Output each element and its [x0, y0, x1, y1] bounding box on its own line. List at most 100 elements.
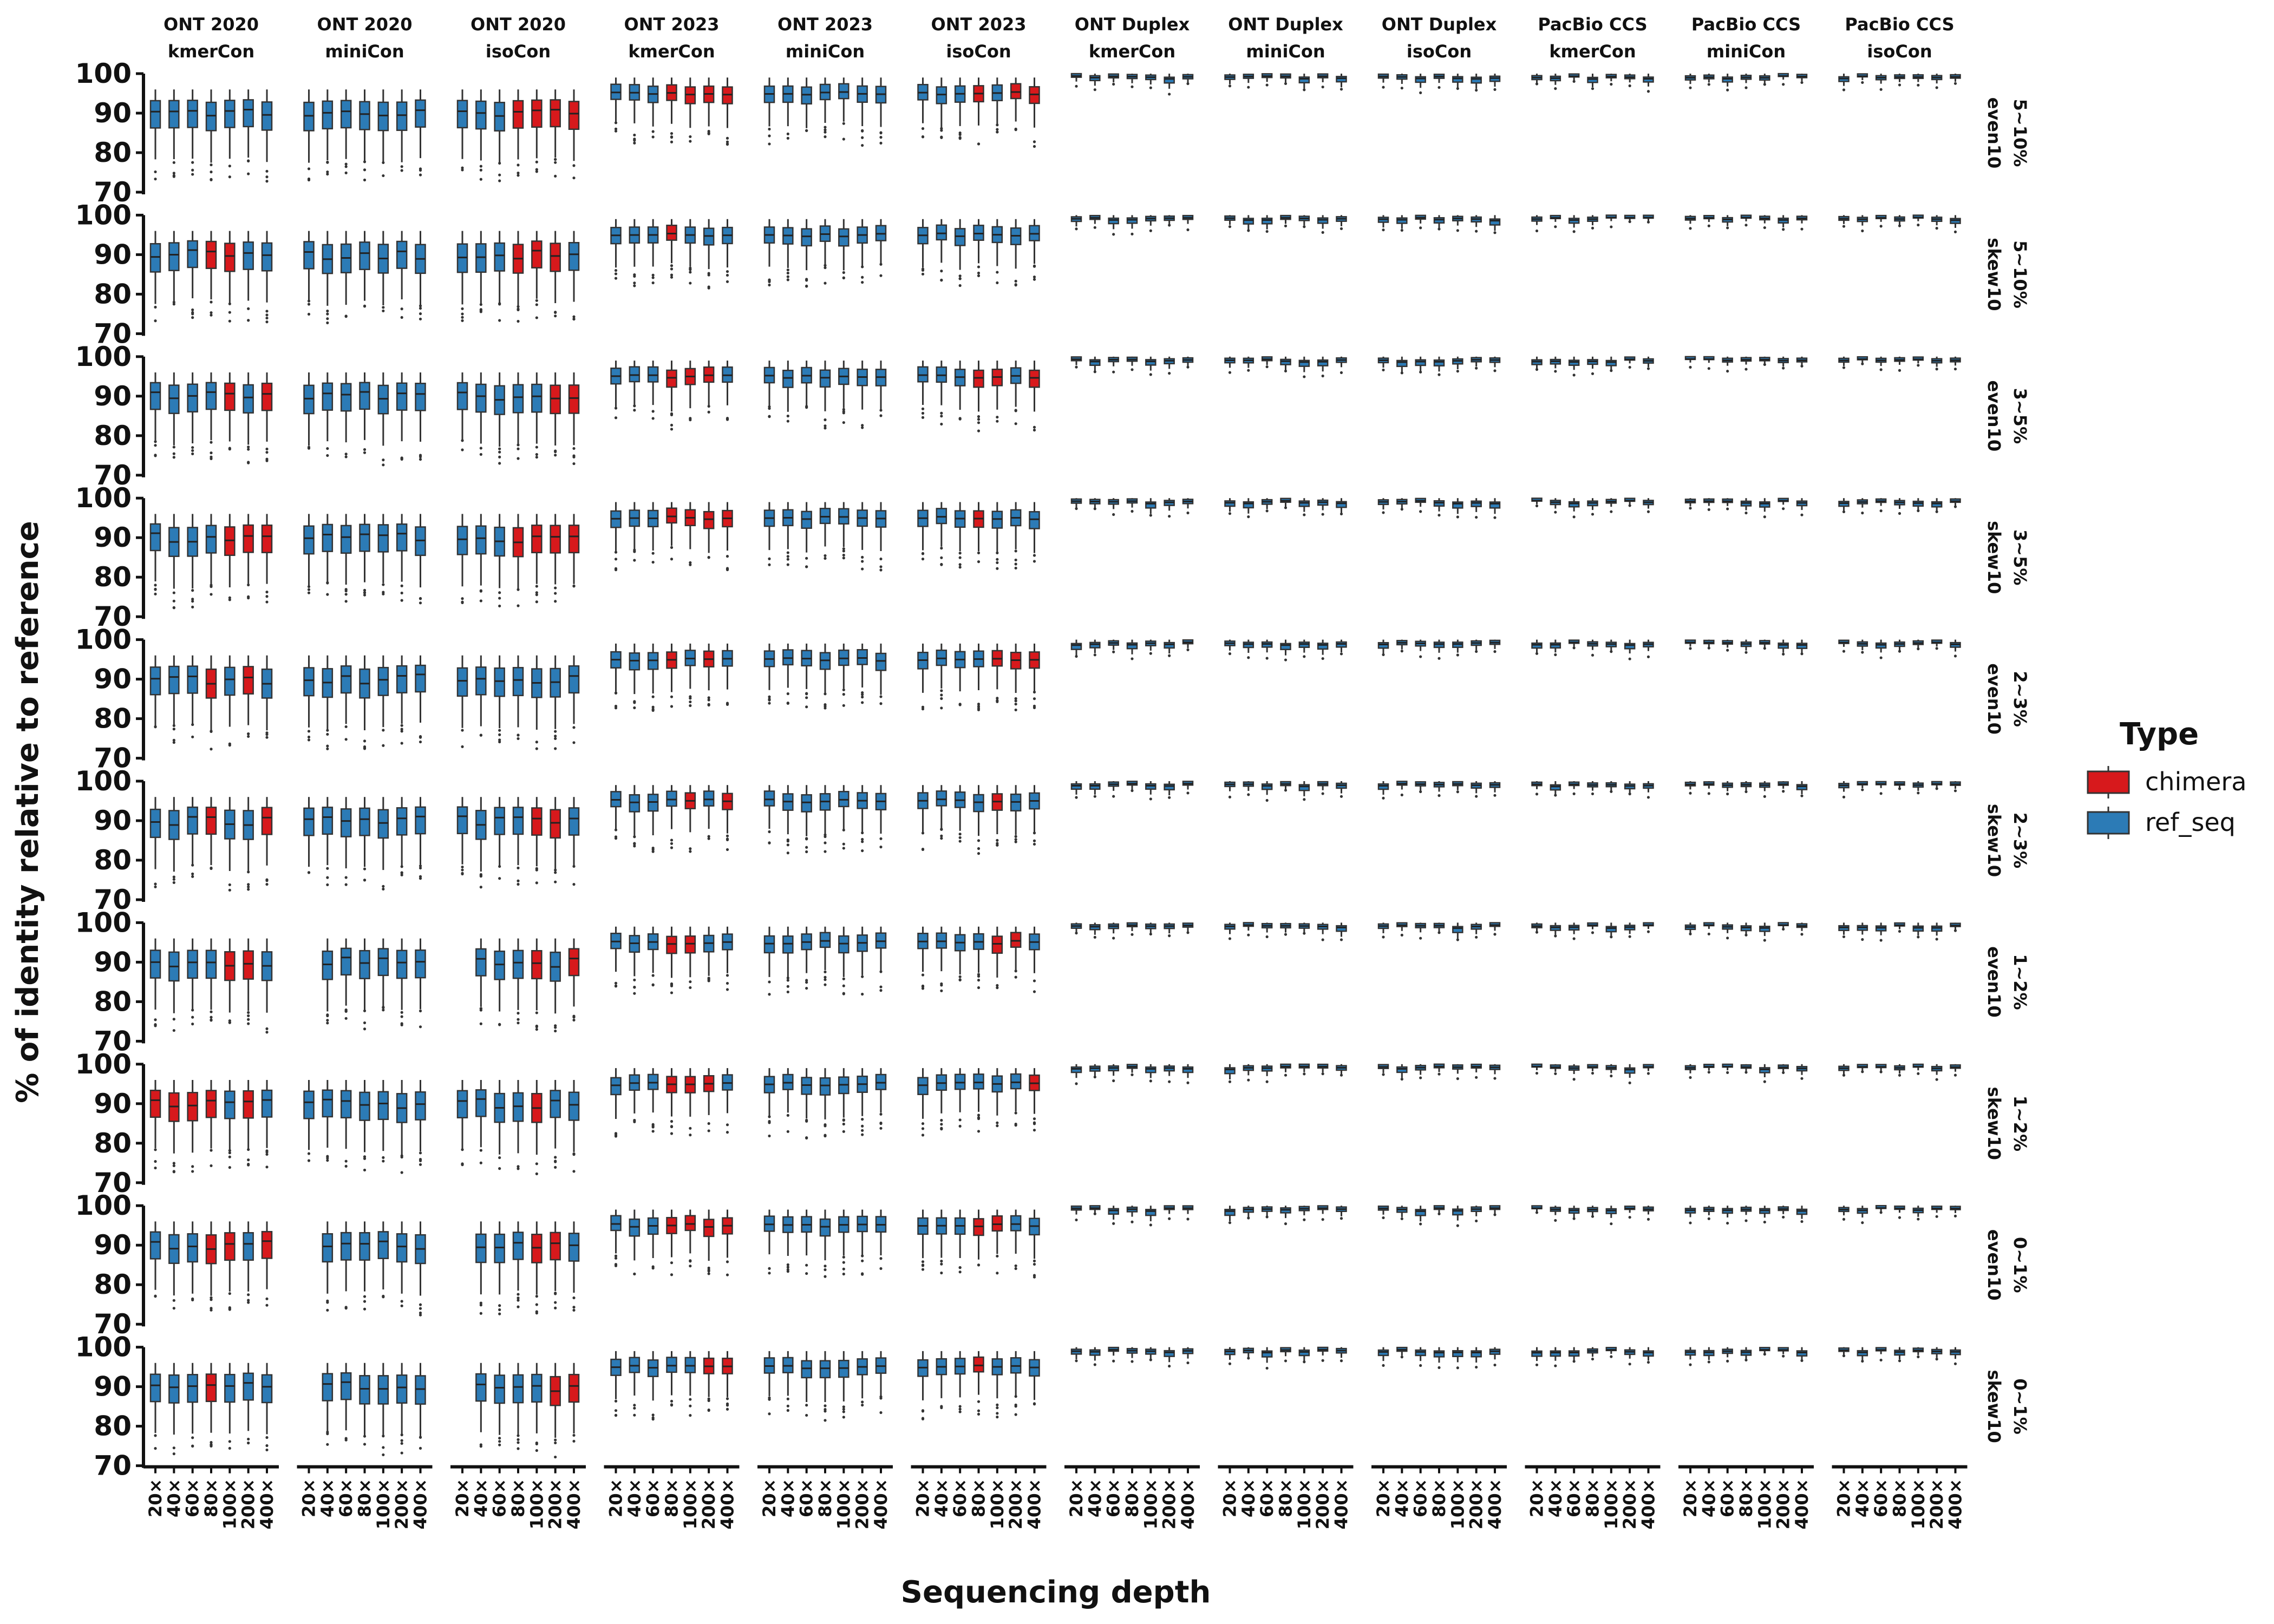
box-chimera	[261, 1221, 273, 1307]
outlier-point	[996, 1272, 999, 1275]
outlier-point	[572, 462, 576, 466]
facet-panel	[1224, 1063, 1347, 1083]
outlier-point	[921, 272, 925, 276]
outlier-point	[344, 876, 348, 879]
outlier-point	[400, 1439, 403, 1442]
box-chimera	[261, 372, 273, 462]
outlier-point	[1437, 794, 1441, 797]
box-ref-seq	[1931, 1206, 1943, 1218]
outlier-point	[651, 983, 655, 986]
box-ref-seq	[801, 643, 812, 709]
outlier-point	[614, 1409, 618, 1412]
outlier-point	[1456, 515, 1459, 519]
outlier-point	[382, 1006, 385, 1010]
box-ref-seq	[1550, 74, 1561, 90]
box-ref-seq	[1759, 639, 1770, 650]
box-body	[396, 807, 408, 836]
facet-panel	[1224, 214, 1347, 234]
box-ref-seq	[610, 219, 622, 280]
box-ref-seq	[1280, 356, 1291, 373]
outlier-point	[382, 463, 385, 467]
outlier-point	[1112, 233, 1115, 236]
outlier-point	[191, 452, 194, 455]
box-ref-seq	[1010, 785, 1022, 843]
box-ref-seq	[1759, 781, 1770, 798]
facet-panel	[604, 1351, 740, 1474]
outlier-point	[1689, 507, 1692, 510]
outlier-point	[1917, 935, 1920, 939]
box-ref-seq	[243, 1363, 254, 1445]
outlier-point	[670, 1125, 674, 1128]
outlier-point	[1456, 87, 1459, 90]
outlier-point	[842, 1255, 845, 1259]
outlier-point	[768, 407, 771, 410]
outlier-point	[1898, 224, 1901, 227]
box-ref-seq	[340, 938, 352, 1020]
outlier-point	[1284, 82, 1288, 86]
outlier-point	[554, 1306, 557, 1309]
box-body	[340, 665, 352, 694]
box-ref-seq	[629, 361, 641, 412]
box-chimera	[1010, 643, 1022, 712]
box-ref-seq	[1722, 922, 1733, 940]
box-body	[1145, 1209, 1156, 1216]
box-ref-seq	[187, 89, 198, 176]
outlier-point	[1168, 93, 1171, 96]
outlier-point	[958, 133, 962, 136]
outlier-point	[689, 1259, 692, 1262]
box-body	[205, 1373, 217, 1403]
outlier-point	[1456, 790, 1459, 794]
box-ref-seq	[377, 938, 389, 1012]
outlier-point	[517, 447, 520, 450]
box-body	[568, 1233, 580, 1262]
outlier-point	[265, 1152, 269, 1156]
y-axis	[136, 780, 145, 902]
outlier-point	[1303, 513, 1306, 516]
box-ref-seq	[1010, 1209, 1022, 1271]
box-ref-seq	[722, 361, 733, 421]
outlier-point	[228, 1292, 231, 1295]
outlier-point	[921, 135, 925, 139]
box-ref-seq	[187, 655, 198, 738]
outlier-point	[535, 1295, 538, 1298]
box-body	[415, 806, 426, 835]
outlier-point	[824, 978, 827, 981]
outlier-point	[726, 416, 729, 420]
box-body	[303, 384, 315, 415]
outlier-point	[344, 455, 348, 459]
facet-panel	[1531, 356, 1654, 377]
outlier-point	[1014, 422, 1017, 425]
box-ref-seq	[168, 89, 180, 178]
outlier-point	[1591, 372, 1595, 375]
facet-panel	[456, 372, 580, 466]
box-ref-seq	[1396, 356, 1408, 375]
box-ref-seq	[1108, 498, 1119, 516]
box-ref-seq	[340, 372, 352, 459]
facet-panel	[303, 797, 426, 890]
outlier-point	[1168, 1080, 1171, 1083]
outlier-point	[344, 453, 348, 456]
outlier-point	[996, 281, 999, 285]
outlier-point	[1475, 795, 1478, 798]
outlier-point	[861, 691, 864, 695]
facet-panel	[1070, 498, 1194, 518]
box-ref-seq	[875, 502, 887, 572]
box-body	[359, 807, 370, 836]
box-chimera	[205, 1221, 217, 1312]
box-body	[205, 382, 217, 410]
box-body	[494, 242, 505, 272]
box-ref-seq	[1070, 922, 1082, 935]
outlier-point	[1782, 366, 1785, 370]
outlier-point	[400, 1442, 403, 1445]
box-ref-seq	[494, 1221, 505, 1315]
box-ref-seq	[1722, 215, 1733, 230]
box-ref-seq	[322, 231, 334, 324]
outlier-point	[861, 424, 864, 427]
outlier-point	[265, 1031, 269, 1034]
outlier-point	[1917, 647, 1920, 651]
box-body	[340, 525, 352, 554]
outlier-point	[1186, 648, 1190, 651]
outlier-point	[517, 1447, 520, 1450]
box-ref-seq	[512, 797, 524, 886]
outlier-point	[1726, 937, 1729, 940]
